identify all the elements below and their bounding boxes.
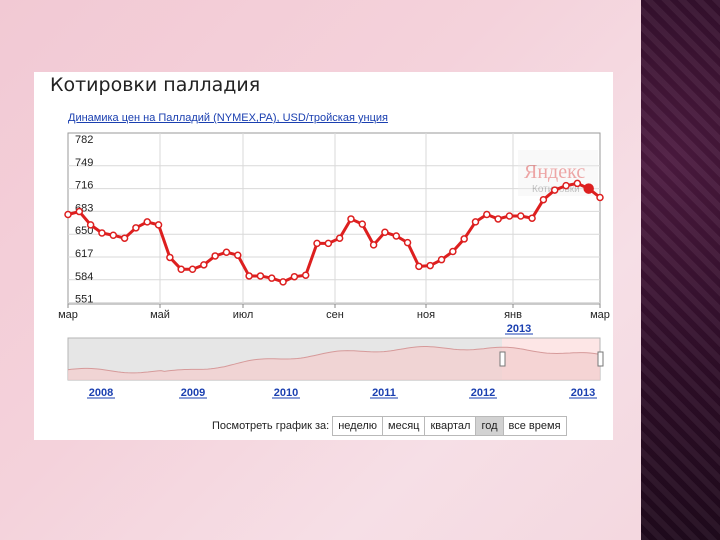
price-point: [313, 239, 321, 248]
x-tick-label: июл: [233, 309, 254, 321]
period-label: Посмотреть график за:: [212, 420, 330, 432]
navigator-area: [68, 346, 600, 380]
price-point: [415, 262, 423, 271]
x-tick-label: ноя: [417, 309, 435, 321]
price-point: [98, 229, 106, 237]
price-point: [369, 241, 378, 249]
price-point: [154, 221, 163, 229]
price-point: [245, 272, 253, 280]
x-axis: мар май июл сен ноя янв мар 2013: [58, 304, 610, 335]
x-tick-label: сен: [326, 309, 344, 321]
navigator-panel: 2008 2009 2010 2011 2012 2013: [67, 337, 604, 399]
price-point: [528, 214, 536, 222]
y-tick-label: 782: [75, 134, 93, 146]
period-month-button[interactable]: месяц: [382, 416, 426, 436]
navigator-year-label: 2013: [571, 387, 595, 399]
decorative-strip: [641, 0, 720, 540]
price-point: [279, 278, 287, 286]
price-point: [539, 195, 548, 204]
price-point: [449, 247, 457, 256]
y-tick-label: 650: [75, 225, 93, 237]
price-point: [290, 272, 299, 281]
x-tick-label: мар: [58, 309, 78, 321]
price-point: [64, 210, 72, 219]
price-point: [120, 234, 129, 242]
slide-title: Котировки палладия: [50, 74, 261, 96]
navigator-year-label: 2009: [181, 387, 205, 399]
navigator-trace: [67, 346, 601, 374]
x-tick-label: май: [150, 309, 170, 321]
navigator-year-label: 2008: [89, 387, 113, 399]
y-tick-label: 617: [75, 248, 93, 260]
price-point: [381, 228, 389, 237]
price-point: [573, 179, 582, 188]
period-week-button[interactable]: неделю: [332, 416, 384, 436]
price-point: [256, 272, 265, 280]
price-point: [267, 274, 276, 282]
price-point: [358, 220, 367, 228]
price-point: [505, 212, 514, 220]
price-point: [109, 231, 118, 239]
price-point: [494, 215, 502, 223]
price-point: [437, 255, 446, 264]
price-point: [517, 212, 525, 220]
navigator-handle-left[interactable]: [499, 351, 506, 367]
price-point: [211, 252, 219, 260]
x-year-sublabel: 2013: [507, 323, 531, 335]
x-tick-label: янв: [504, 309, 522, 321]
price-point: [166, 253, 174, 262]
y-tick-label: 551: [75, 294, 93, 306]
price-point: [143, 218, 151, 226]
period-quarter-button[interactable]: квартал: [424, 416, 477, 436]
price-point: [460, 235, 468, 243]
price-point: [177, 265, 185, 274]
period-selector: Посмотреть график за: неделю месяц кварт…: [212, 415, 567, 437]
price-point-highlight: [583, 183, 594, 194]
navigator-year-label: 2012: [471, 387, 495, 399]
price-point: [562, 181, 570, 190]
price-point: [234, 251, 242, 259]
period-all-time-button[interactable]: все время: [502, 416, 567, 436]
price-point: [335, 234, 344, 242]
price-point: [222, 248, 231, 257]
price-point: [392, 232, 401, 240]
price-point: [550, 186, 559, 194]
price-point: [188, 265, 197, 274]
y-tick-label: 749: [75, 157, 93, 169]
price-point: [132, 224, 140, 232]
price-point: [483, 210, 491, 219]
price-point: [347, 215, 355, 223]
price-point: [471, 218, 480, 226]
x-tick-label: мар: [590, 309, 610, 321]
price-point: [75, 207, 84, 216]
price-point: [324, 239, 333, 248]
navigator-year-label: 2011: [372, 387, 396, 399]
price-point: [426, 261, 434, 270]
price-point: [596, 193, 604, 202]
navigator-year-label: 2010: [274, 387, 298, 399]
period-year-button[interactable]: год: [475, 416, 504, 436]
price-point: [200, 261, 208, 269]
price-point: [86, 221, 95, 229]
watermark-logo: Яндекс: [524, 161, 585, 183]
y-tick-label: 716: [75, 180, 93, 192]
price-point: [301, 271, 310, 279]
chart-title-link[interactable]: Динамика цен на Палладий (NYMEX,PA), USD…: [68, 112, 388, 124]
y-tick-label: 584: [75, 271, 93, 283]
navigator-handle-right[interactable]: [597, 351, 604, 367]
price-point: [403, 238, 412, 247]
price-series: [64, 179, 604, 286]
